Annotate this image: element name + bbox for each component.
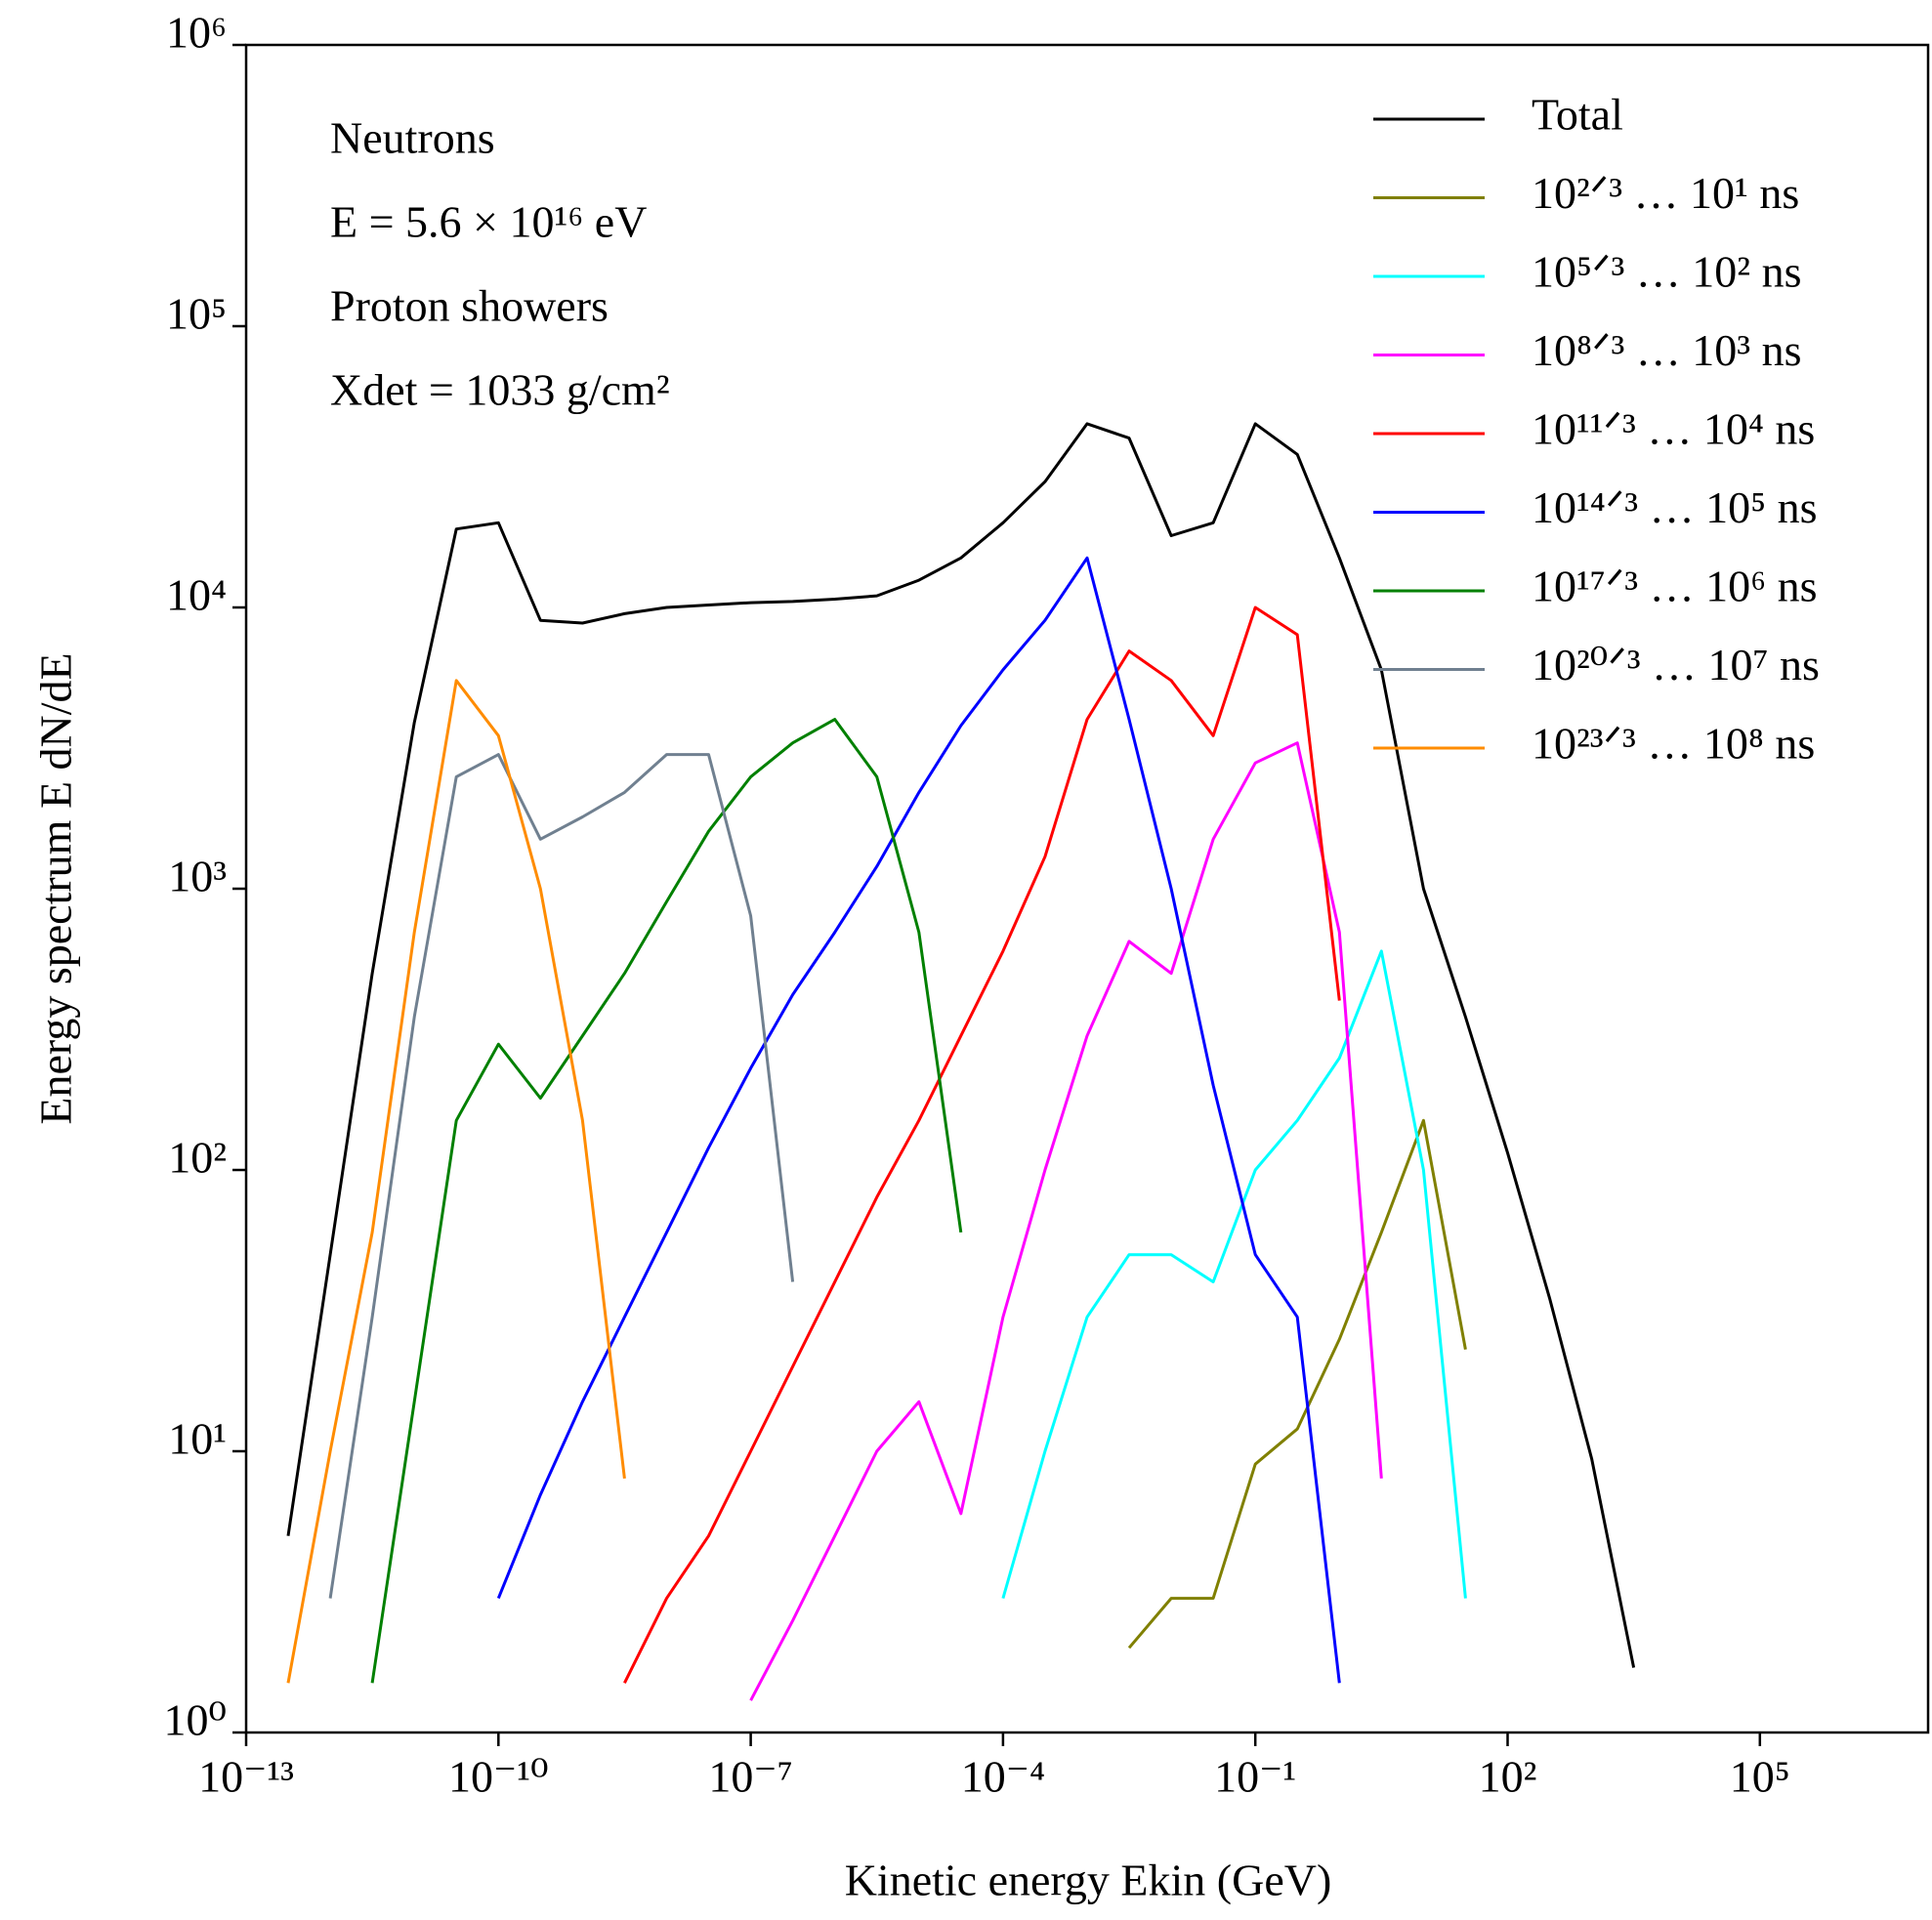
legend-label: 10²ᐟ³ … 10¹ ns <box>1532 168 1799 218</box>
series-line <box>496 556 1341 1684</box>
legend-label: 10¹¹ᐟ³ … 10⁴ ns <box>1532 404 1815 454</box>
y-axis-label: Energy spectrum E dN/dE <box>31 652 81 1124</box>
x-tick-label: 10⁻¹³ <box>198 1752 294 1802</box>
y-tick-label: 10⁶ <box>166 8 227 58</box>
legend-label: 10²³ᐟ³ … 10⁸ ns <box>1532 719 1815 769</box>
x-tick-label: 10⁵ <box>1730 1752 1790 1802</box>
series-line <box>749 741 1383 1701</box>
legend-label: 10⁵ᐟ³ … 10² ns <box>1532 247 1802 297</box>
series-line <box>328 753 795 1599</box>
y-tick-label: 10⁴ <box>166 570 227 620</box>
x-tick-label: 10⁻⁴ <box>961 1752 1045 1802</box>
legend-label: 10⁸ᐟ³ … 10³ ns <box>1532 325 1802 375</box>
y-tick-label: 10³ <box>168 852 227 901</box>
x-tick-label: 10² <box>1479 1752 1537 1802</box>
x-tick-label: 10⁻⁷ <box>708 1752 792 1802</box>
legend-label: 10²⁰ᐟ³ … 10⁷ ns <box>1532 640 1820 689</box>
y-tick-label: 10² <box>168 1133 227 1183</box>
y-tick-label: 10⁰ <box>164 1695 227 1745</box>
legend-label: Total <box>1532 90 1623 140</box>
series-line <box>286 422 1636 1668</box>
annotation: E = 5.6 × 10¹⁶ eV <box>330 197 647 247</box>
annotation: Xdet = 1033 g/cm² <box>330 365 670 415</box>
x-axis-label: Kinetic energy Ekin (GeV) <box>845 1856 1332 1905</box>
series-line <box>623 605 1341 1684</box>
series-line <box>1001 949 1467 1600</box>
annotation: Proton showers <box>330 281 609 331</box>
series-line <box>1127 1118 1467 1649</box>
y-tick-label: 10¹ <box>168 1414 227 1464</box>
legend-label: 10¹⁴ᐟ³ … 10⁵ ns <box>1532 482 1818 532</box>
series-line <box>286 679 626 1684</box>
annotation: Neutrons <box>330 113 495 163</box>
y-tick-label: 10⁵ <box>166 289 227 339</box>
series-line <box>370 718 963 1684</box>
legend-label: 10¹⁷ᐟ³ … 10⁶ ns <box>1532 562 1818 611</box>
x-tick-label: 10⁻¹ <box>1214 1752 1296 1802</box>
x-tick-label: 10⁻¹⁰ <box>448 1752 549 1802</box>
